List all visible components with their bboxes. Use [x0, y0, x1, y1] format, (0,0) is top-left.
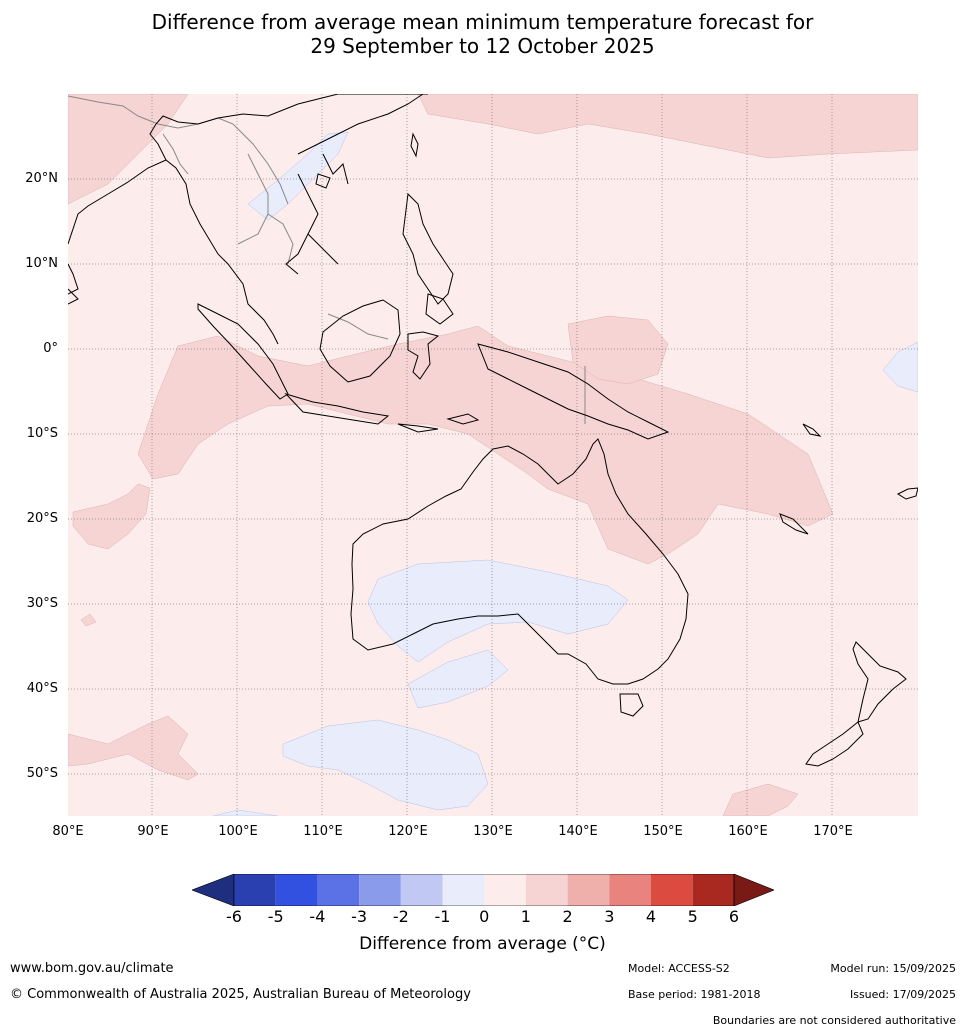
- colorbar-tick: 3: [604, 907, 615, 926]
- colorbar-tick: -1: [434, 907, 451, 926]
- warm-region-southwest: [68, 715, 199, 781]
- lat-label-10s: 10°S: [26, 426, 58, 441]
- warm-region-southeast: [722, 783, 799, 816]
- warm-region-maritime: [137, 325, 834, 565]
- colorbar-tick: 2: [562, 907, 573, 926]
- graticule: [68, 94, 918, 816]
- lon-label-130e: 130°E: [473, 824, 513, 839]
- colorbar-swatch-3: [317, 874, 360, 906]
- colorbar-swatch-6: [442, 874, 485, 906]
- colorbar: [192, 874, 774, 906]
- lon-label-80e: 80°E: [52, 824, 84, 839]
- colorbar-swatch-9: [567, 874, 610, 906]
- colorbar-tick: -5: [267, 907, 284, 926]
- map-canvas: [68, 94, 918, 816]
- lat-label-10n: 10°N: [25, 256, 58, 271]
- colorbar-swatch-5: [400, 874, 443, 906]
- colorbar-swatch-12: [692, 874, 734, 906]
- footer-issued: Issued: 17/09/2025: [849, 988, 956, 1001]
- colorbar-tick: 1: [520, 907, 531, 926]
- title-line-1: Difference from average mean minimum tem…: [151, 10, 814, 34]
- colorbar-swatch-7: [484, 874, 526, 906]
- warm-region-north-pacific: [417, 94, 918, 159]
- coastlines: [68, 94, 918, 767]
- colorbar-swatch-2: [275, 874, 318, 906]
- map-title: Difference from average mean minimum tem…: [0, 10, 965, 58]
- cool-region-south: [282, 719, 489, 811]
- cool-region-australia: [367, 559, 629, 663]
- colorbar-tick: 0: [479, 907, 490, 926]
- cool-region-southern-ocean: [407, 649, 509, 709]
- lon-label-150e: 150°E: [643, 824, 683, 839]
- lon-label-120e: 120°E: [388, 824, 428, 839]
- title-line-2: 29 September to 12 October 2025: [310, 34, 655, 58]
- footer-copyright: © Commonwealth of Australia 2025, Austra…: [10, 987, 471, 1002]
- cool-region-south-base: [212, 809, 279, 816]
- colorbar-tick: -4: [309, 907, 326, 926]
- footer-base-period: Base period: 1981-2018: [628, 988, 761, 1001]
- colorbar-tick: -2: [392, 907, 409, 926]
- footer-disclaimer: Boundaries are not considered authoritat…: [712, 1014, 956, 1027]
- footer-model: Model: ACCESS-S2: [628, 962, 730, 975]
- colorbar-extend-low: [192, 874, 235, 906]
- warm-region-small-west: [80, 613, 97, 627]
- cool-region-pacific-east: [882, 341, 918, 393]
- footer-website: www.bom.gov.au/climate: [10, 961, 174, 976]
- colorbar-swatch-8: [525, 874, 568, 906]
- lat-label-30s: 30°S: [26, 596, 58, 611]
- country-borders: [68, 95, 586, 424]
- warm-region-indian-ocean-west: [72, 483, 151, 550]
- colorbar-tick: -6: [226, 907, 242, 926]
- colorbar-label: Difference from average (°C): [359, 934, 606, 954]
- lon-label-140e: 140°E: [558, 824, 598, 839]
- lat-label-20s: 20°S: [26, 511, 58, 526]
- warm-region-west-pacific: [567, 315, 669, 385]
- colorbar-swatch-4: [359, 874, 401, 906]
- colorbar-swatch-11: [651, 874, 693, 906]
- colorbar-tick: 6: [728, 907, 740, 926]
- colorbar-tick: -3: [351, 907, 368, 926]
- lat-label-40s: 40°S: [26, 681, 58, 696]
- lat-label-equator: 0°: [43, 341, 58, 356]
- colorbar-swatch-10: [609, 874, 651, 906]
- lon-label-110e: 110°E: [303, 824, 343, 839]
- lat-label-20n: 20°N: [25, 171, 58, 186]
- lon-label-100e: 100°E: [218, 824, 258, 839]
- lat-label-50s: 50°S: [26, 766, 58, 781]
- footer-model-run: Model run: 15/09/2025: [830, 962, 956, 975]
- colorbar-swatch-1: [234, 874, 276, 906]
- colorbar-extend-high: [733, 874, 774, 906]
- lon-label-170e: 170°E: [813, 824, 853, 839]
- lon-label-160e: 160°E: [728, 824, 768, 839]
- colorbar-tick: 4: [645, 907, 657, 926]
- lon-label-90e: 90°E: [137, 824, 169, 839]
- colorbar-tick: 5: [687, 907, 698, 926]
- map-panel: [68, 94, 918, 816]
